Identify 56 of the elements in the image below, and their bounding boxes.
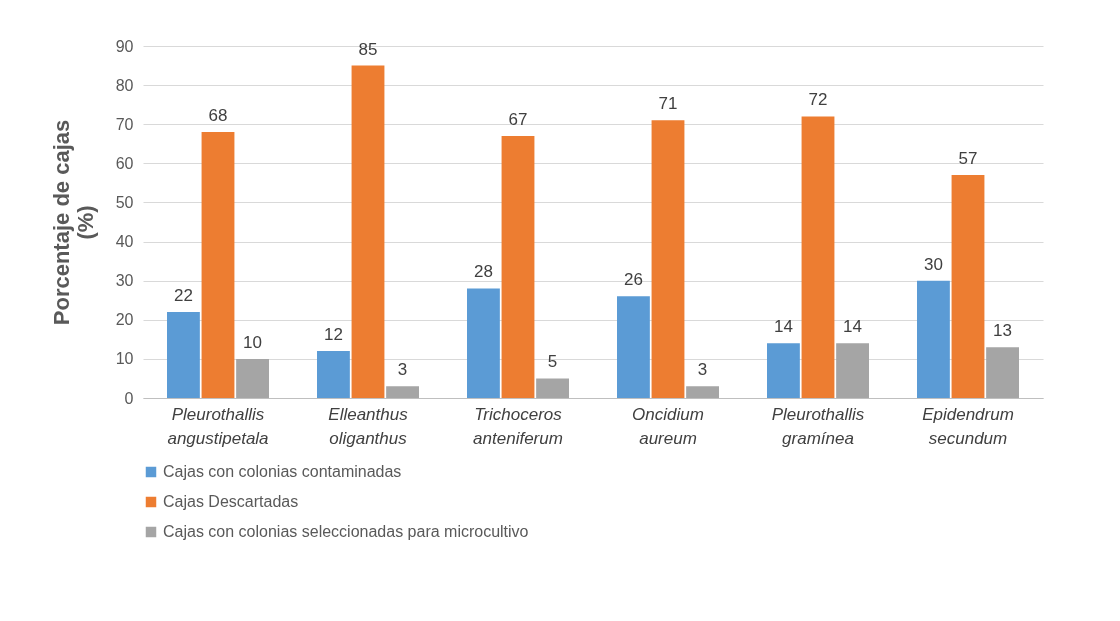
data-label: 12 xyxy=(323,325,343,345)
bar xyxy=(651,120,685,398)
data-label: 14 xyxy=(773,317,793,337)
data-label: 13 xyxy=(993,321,1013,341)
data-label: 72 xyxy=(808,90,828,110)
data-label: 22 xyxy=(173,285,193,305)
data-label: 28 xyxy=(473,262,493,282)
data-label: 5 xyxy=(547,352,558,372)
y-tick-label: 20 xyxy=(115,311,134,329)
data-label: 68 xyxy=(208,106,228,126)
y-tick-label: 40 xyxy=(115,233,134,251)
y-tick-label: 70 xyxy=(115,115,134,133)
bar xyxy=(317,351,350,398)
bar xyxy=(617,296,650,398)
bar xyxy=(836,343,869,398)
x-tick-label: Oncidium aureum xyxy=(632,404,704,448)
data-label: 10 xyxy=(243,332,263,352)
data-label: 57 xyxy=(958,149,978,169)
y-axis-title: Porcentaje de cajas (%) xyxy=(48,119,98,326)
x-tick-label: Pleurothallis gramínea xyxy=(771,404,865,448)
y-tick-label: 80 xyxy=(115,76,134,94)
data-label: 30 xyxy=(923,254,943,274)
y-tick-label: 60 xyxy=(115,154,134,172)
bar xyxy=(951,175,985,398)
x-tick-label: Elleanthus oliganthus xyxy=(328,404,409,448)
data-label: 71 xyxy=(658,94,678,114)
x-tick-label: Epidendrum secundum xyxy=(922,404,1014,448)
data-label: 3 xyxy=(397,360,408,380)
y-tick-label: 90 xyxy=(115,37,134,55)
y-tick-label: 30 xyxy=(115,272,134,290)
data-label: 67 xyxy=(508,109,528,129)
data-label: 3 xyxy=(697,360,708,380)
bar xyxy=(986,347,1019,398)
bar xyxy=(917,280,950,398)
bar xyxy=(201,132,235,398)
bar xyxy=(167,311,200,398)
data-label: 85 xyxy=(358,39,378,59)
y-tick-label: 10 xyxy=(115,350,134,368)
x-tick-label: Trichoceros anteniferum xyxy=(473,404,563,448)
bar xyxy=(767,343,800,398)
bar xyxy=(686,386,719,398)
legend-label: Cajas Descartadas xyxy=(163,493,299,510)
y-tick-label: 50 xyxy=(115,193,134,211)
bar xyxy=(386,386,419,398)
bar xyxy=(351,65,385,398)
data-label: 26 xyxy=(623,270,643,290)
bar xyxy=(467,288,500,398)
y-tick-label: 0 xyxy=(124,389,134,407)
bar xyxy=(801,116,835,398)
bar xyxy=(501,135,535,398)
data-label: 14 xyxy=(843,317,863,337)
legend-label: Cajas con colonias contaminadas xyxy=(163,463,402,480)
x-tick-label: Pleurothallis angustipetala xyxy=(167,404,269,448)
bar xyxy=(536,378,569,398)
bar xyxy=(236,358,269,398)
legend-label: Cajas con colonias seleccionadas para microcultivo xyxy=(163,523,529,540)
